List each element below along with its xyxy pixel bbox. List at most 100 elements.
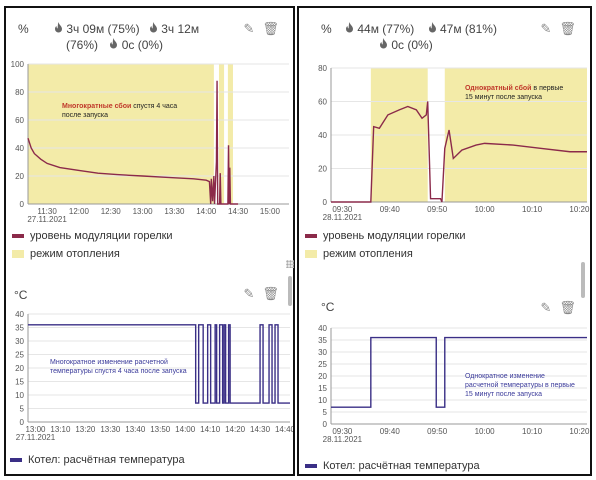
scrollbar[interactable] — [288, 276, 292, 306]
flame-icon — [379, 38, 388, 52]
legend-swatch-modulation — [12, 234, 24, 239]
x-tick-label: 15:00 — [260, 207, 281, 216]
y-tick-label: 15 — [318, 384, 327, 393]
y-tick-label: 20 — [15, 364, 24, 373]
x-tick-label: 12:00 — [69, 207, 90, 216]
y-tick-label: 0 — [20, 418, 25, 427]
trash-icon[interactable]: 🗑 — [559, 300, 576, 315]
annotation-part: Однократный сбой — [465, 84, 531, 92]
x-tick-label: 09:30 — [332, 427, 353, 436]
x-tick-label: 09:50 — [427, 427, 448, 436]
x-tick-label: 10:20 — [569, 427, 590, 436]
x-tick-label: 11:30 — [37, 207, 57, 216]
x-tick-label: 13:40 — [125, 425, 146, 434]
pencil-icon[interactable]: ✎ — [540, 21, 552, 36]
x-tick-label: 09:30 — [332, 205, 353, 214]
y-tick-label: 0 — [323, 420, 328, 429]
flame-icon — [428, 22, 437, 36]
x-tick-label: 10:20 — [569, 205, 590, 214]
y-tick-label: 30 — [318, 348, 327, 357]
annotation-line: расчетной температуры в первые — [465, 381, 575, 389]
series-line — [28, 324, 290, 404]
annotation-part: Многократные сбои — [62, 102, 131, 110]
annotation-line: 15 минут после запуска — [465, 94, 542, 101]
annotation-line: после запуска — [62, 112, 108, 119]
card-tools: ✎ 🗑 — [240, 21, 280, 37]
y-tick-label: 25 — [15, 351, 24, 360]
x-tick-label: 13:30 — [164, 207, 185, 216]
annotation-line: Однократный сбой в первые — [465, 84, 563, 92]
pencil-icon[interactable]: ✎ — [243, 286, 255, 301]
legend-label: режим отопления — [323, 248, 413, 260]
unit-label: % — [18, 22, 29, 36]
pencil-icon[interactable]: ✎ — [540, 300, 552, 315]
setpoint-unit: °C — [321, 300, 335, 314]
x-tick-label: 10:10 — [522, 205, 543, 214]
x-tick-label: 14:30 — [250, 425, 271, 434]
y-tick-label: 10 — [318, 396, 327, 405]
annotation-text: Многократное изменение расчетной температ… — [50, 358, 187, 375]
x-tick-label: 13:30 — [100, 425, 121, 434]
flame-icon — [109, 38, 118, 52]
x-tick-date: 27.11.2021 — [16, 433, 56, 442]
y-tick-label: 20 — [15, 172, 24, 181]
legend-label: уровень модуляции горелки — [30, 230, 173, 242]
y-tick-label: 60 — [318, 98, 327, 107]
y-tick-label: 40 — [318, 324, 327, 333]
x-tick-label: 13:20 — [75, 425, 96, 434]
y-tick-label: 30 — [15, 337, 24, 346]
y-tick-label: 15 — [15, 378, 24, 387]
stat-3: 0с (0%) — [391, 38, 433, 52]
setpoint-unit: °C — [14, 288, 28, 302]
legend-label: Котел: расчётная температура — [323, 460, 480, 472]
card-tools: ✎ 🗑 — [240, 286, 280, 302]
x-tick-label: 12:30 — [101, 207, 122, 216]
x-tick-label: 13:50 — [150, 425, 171, 434]
annotation-line: Многократное изменение расчетной — [50, 358, 168, 366]
x-tick-label: 09:40 — [380, 427, 401, 436]
scrollbar[interactable] — [581, 262, 585, 298]
trash-icon[interactable]: 🗑 — [559, 21, 576, 36]
x-tick-label: 09:40 — [380, 205, 401, 214]
pencil-icon[interactable]: ✎ — [243, 21, 255, 36]
trash-icon[interactable]: 🗑 — [262, 21, 279, 36]
legend-label: уровень модуляции горелки — [323, 230, 466, 242]
heating-band — [218, 64, 225, 204]
legend-swatch-modulation — [305, 234, 317, 239]
x-tick-label: 13:00 — [25, 425, 46, 434]
legend-modulation: уровень модуляции горелки — [12, 230, 173, 242]
right-panel: % 44м (77%) 47м (81%) 0с (0%) ✎ 🗑 0 20 40 6… — [297, 6, 592, 476]
annotation-part: спустя 4 часа — [131, 103, 177, 110]
y-tick-label: 20 — [318, 165, 327, 174]
stat-4: 0с (0%) — [121, 38, 164, 52]
flame-icon — [54, 22, 63, 36]
unit-label: % — [321, 22, 332, 36]
y-tick-label: 20 — [318, 372, 327, 381]
heating-band — [28, 64, 214, 204]
stat-1: 44м (77%) — [357, 22, 415, 36]
x-tick-label: 10:10 — [522, 427, 543, 436]
resize-handle[interactable] — [286, 260, 294, 268]
legend-modulation: уровень модуляции горелки — [305, 230, 466, 242]
annotation-part: в первые — [531, 85, 563, 92]
x-tick-label: 10:00 — [475, 427, 496, 436]
stat-3: (76%) — [66, 38, 99, 52]
legend-swatch-heating — [12, 250, 24, 259]
trash-icon[interactable]: 🗑 — [262, 286, 279, 301]
stat-2: 47м (81%) — [440, 22, 497, 36]
series-line — [331, 336, 587, 408]
legend-setpoint: Котел: расчётная температура — [10, 454, 185, 466]
x-tick-date: 28.11.2021 — [323, 213, 363, 222]
y-tick-label: 0 — [323, 198, 328, 207]
flame-icon — [345, 22, 354, 36]
y-tick-label: 5 — [323, 408, 328, 417]
legend-setpoint: Котел: расчётная температура — [305, 460, 480, 472]
x-tick-label: 13:10 — [50, 425, 71, 434]
legend-swatch-setpoint — [10, 458, 22, 463]
series-line — [331, 101, 587, 203]
legend-label: режим отопления — [30, 248, 120, 260]
x-tick-label: 14:20 — [225, 425, 246, 434]
flame-icon — [149, 22, 158, 36]
stat-1: 3ч 09м (75%) — [66, 22, 140, 36]
